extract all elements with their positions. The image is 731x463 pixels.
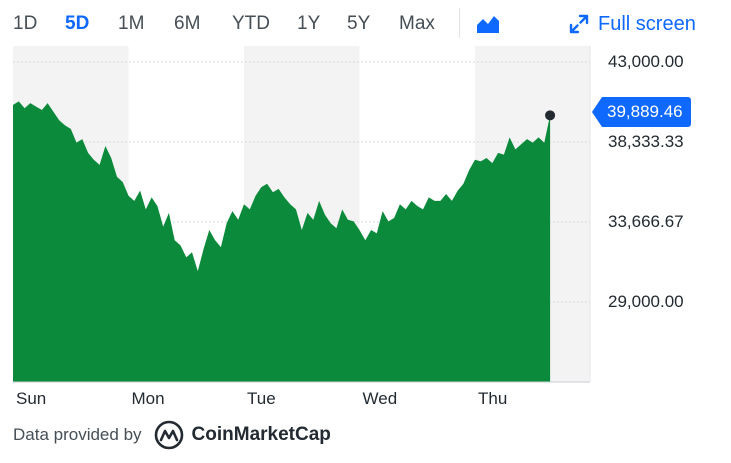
attribution: Data provided by CoinMarketCap (13, 420, 331, 450)
range-5y-button[interactable]: 5Y (347, 10, 370, 38)
fullscreen-label: Full screen (598, 12, 696, 35)
x-tick-label: Tue (247, 389, 276, 408)
x-tick-label: Wed (362, 389, 398, 408)
fullscreen-button[interactable]: Full screen (568, 10, 696, 38)
range-1d-button[interactable]: 1D (13, 10, 37, 38)
y-tick-label: 43,000.00 (608, 52, 684, 71)
current-price-label: 39,889.46 (602, 97, 691, 127)
expand-arrows-icon (569, 14, 589, 34)
chart-canvas (13, 46, 591, 383)
y-tick-label: 29,000.00 (608, 291, 684, 311)
y-tick-label: 33,666.67 (608, 211, 684, 231)
last-price-point (545, 110, 556, 121)
range-5d-button[interactable]: 5D (65, 10, 89, 38)
current-price-flag: 39,889.46 (592, 97, 691, 127)
data-provided-label: Data provided by (13, 425, 142, 444)
chart-type-button[interactable] (475, 13, 501, 35)
range-ytd-button[interactable]: YTD (232, 10, 270, 38)
price-chart[interactable]: 43,000.00 38,333.33 33,666.67 29,000.00 Sun… (0, 46, 731, 420)
toolbar-divider (459, 8, 460, 38)
x-tick-label: Sun (16, 389, 47, 408)
range-1y-button[interactable]: 1Y (297, 10, 320, 38)
x-tick-label: Thu (478, 389, 508, 408)
x-tick-label: Mon (131, 389, 165, 408)
y-tick-label: 38,333.33 (608, 132, 684, 151)
provider-name[interactable]: CoinMarketCap (191, 424, 331, 445)
range-6m-button[interactable]: 6M (174, 10, 200, 38)
toolbar: 1D 5D 1M 6M YTD 1Y 5Y Max Full screen (0, 0, 731, 46)
mountain-chart-icon (477, 16, 499, 33)
coinmarketcap-logo-icon[interactable] (154, 420, 184, 450)
range-1m-button[interactable]: 1M (118, 10, 144, 38)
range-max-button[interactable]: Max (399, 10, 435, 38)
price-area-series (13, 101, 551, 383)
